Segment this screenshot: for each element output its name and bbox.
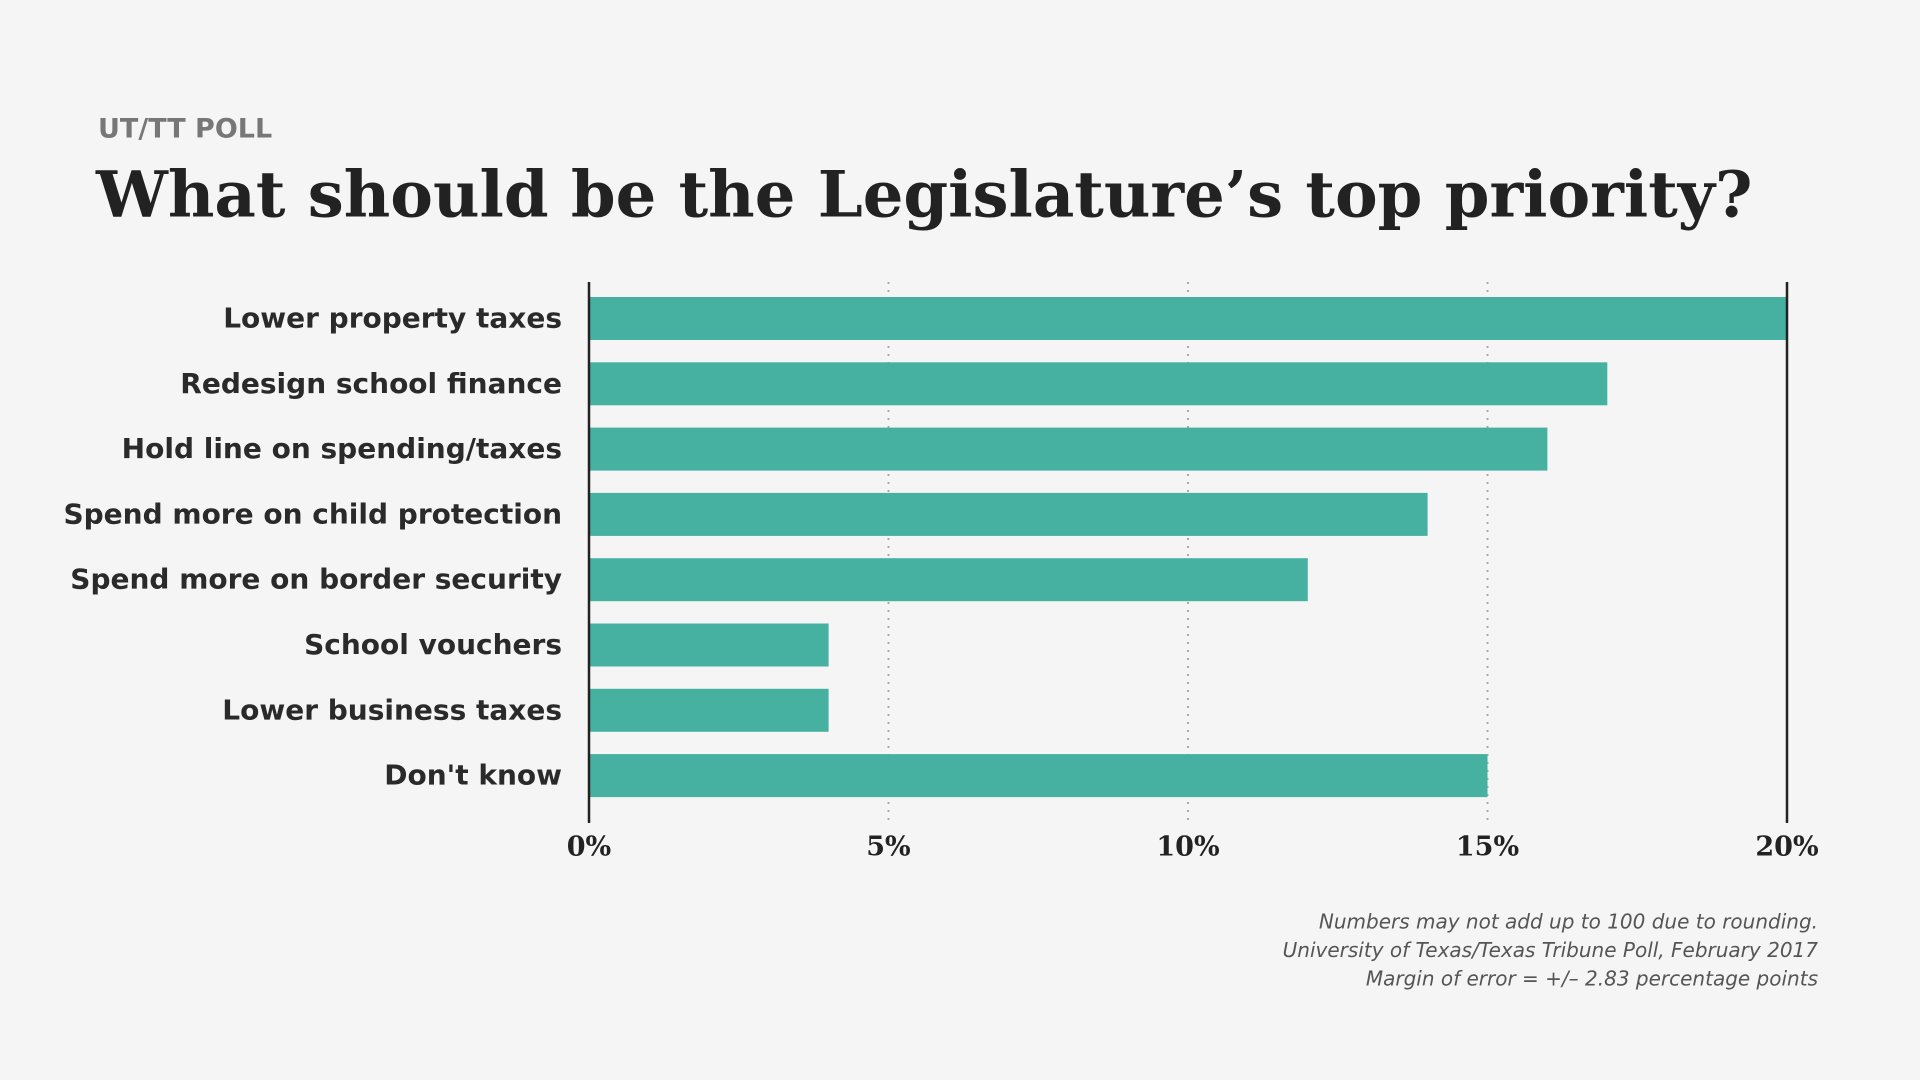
footnote: Numbers may not add up to 100 due to rou…: [1319, 910, 1818, 934]
footnote: University of Texas/Texas Tribune Poll, …: [1283, 938, 1819, 962]
bar: [589, 688, 829, 732]
y-tick-label: School vouchers: [304, 628, 562, 661]
y-tick-label: Don't know: [384, 759, 562, 792]
y-tick-label: Lower business taxes: [222, 693, 562, 726]
bar: [589, 754, 1488, 798]
y-tick-label: Spend more on child protection: [63, 497, 562, 530]
bar: [589, 362, 1608, 406]
bar: [589, 492, 1428, 536]
x-tick-label: 5%: [866, 832, 910, 863]
bar: [589, 427, 1548, 471]
y-tick-label: Redesign school finance: [180, 367, 562, 400]
bar: [589, 558, 1308, 602]
x-tick-label: 10%: [1156, 832, 1219, 863]
chart-title: What should be the Legislature’s top pri…: [95, 158, 1752, 233]
x-tick-label: 20%: [1755, 832, 1818, 863]
x-tick-label: 15%: [1456, 832, 1519, 863]
bar: [589, 623, 829, 667]
x-tick-label: 0%: [567, 832, 611, 863]
y-tick-label: Hold line on spending/taxes: [122, 432, 562, 465]
y-tick-label: Spend more on border security: [70, 563, 562, 596]
y-tick-label: Lower property taxes: [223, 302, 562, 335]
footnote: Margin of error = +/– 2.83 percentage po…: [1366, 967, 1818, 991]
chart-subtitle: UT/TT POLL: [98, 114, 272, 145]
bar: [589, 297, 1787, 340]
